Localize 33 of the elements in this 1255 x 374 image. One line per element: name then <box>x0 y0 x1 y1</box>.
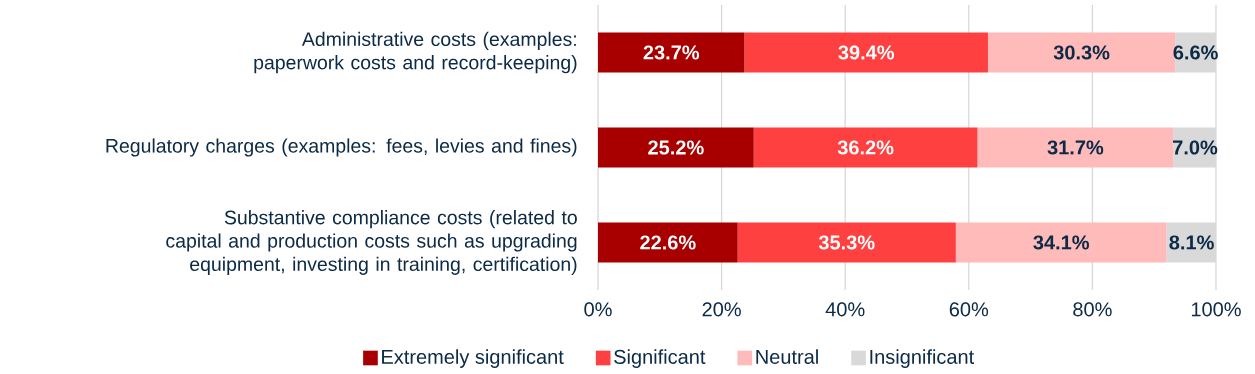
data-label: 35.3% <box>818 235 875 250</box>
x-tick-label: 100% <box>1191 302 1241 317</box>
bar <box>737 222 956 263</box>
data-label: 7.0% <box>1173 140 1218 155</box>
legend-label: Neutral <box>756 349 818 364</box>
data-label: 6.6% <box>1173 45 1218 60</box>
data-label: 30.3% <box>1053 45 1110 60</box>
bar <box>955 222 1167 263</box>
data-label: 8.1% <box>1169 235 1214 250</box>
x-tick-label: 20% <box>702 302 741 317</box>
y-tick-label: Regulatory charges (examples: fees, levies and fines) <box>106 138 577 157</box>
legend-label: Insignificant <box>870 349 975 368</box>
x-tick-label: 40% <box>825 302 865 317</box>
data-label: 31.7% <box>1047 140 1104 155</box>
data-label: 23.7% <box>643 45 700 60</box>
data-label: 39.4% <box>838 45 895 60</box>
data-label: 25.2% <box>648 140 704 155</box>
x-tick-label: 80% <box>1073 302 1112 317</box>
x-tick-label: 0% <box>584 302 612 317</box>
data-label: 34.1% <box>1033 235 1090 250</box>
bar <box>598 222 738 263</box>
bar <box>598 32 745 73</box>
y-tick-label: Substantive compliance costs (related to capital and production costs such as upgrading equipment, investing in training, certification) <box>166 210 577 275</box>
legend-label: Extremely significant <box>382 349 564 368</box>
bar <box>977 127 1174 168</box>
data-label: 36.2% <box>837 140 894 155</box>
bar <box>744 32 988 73</box>
legend-label: Significant <box>614 349 706 368</box>
bar <box>598 127 754 168</box>
y-tick-label: Administrative costs (examples: paperwork costs and record-keeping) <box>254 31 577 74</box>
bar <box>753 127 978 168</box>
data-label: 22.6% <box>640 235 696 250</box>
x-tick-label: 60% <box>949 302 989 317</box>
